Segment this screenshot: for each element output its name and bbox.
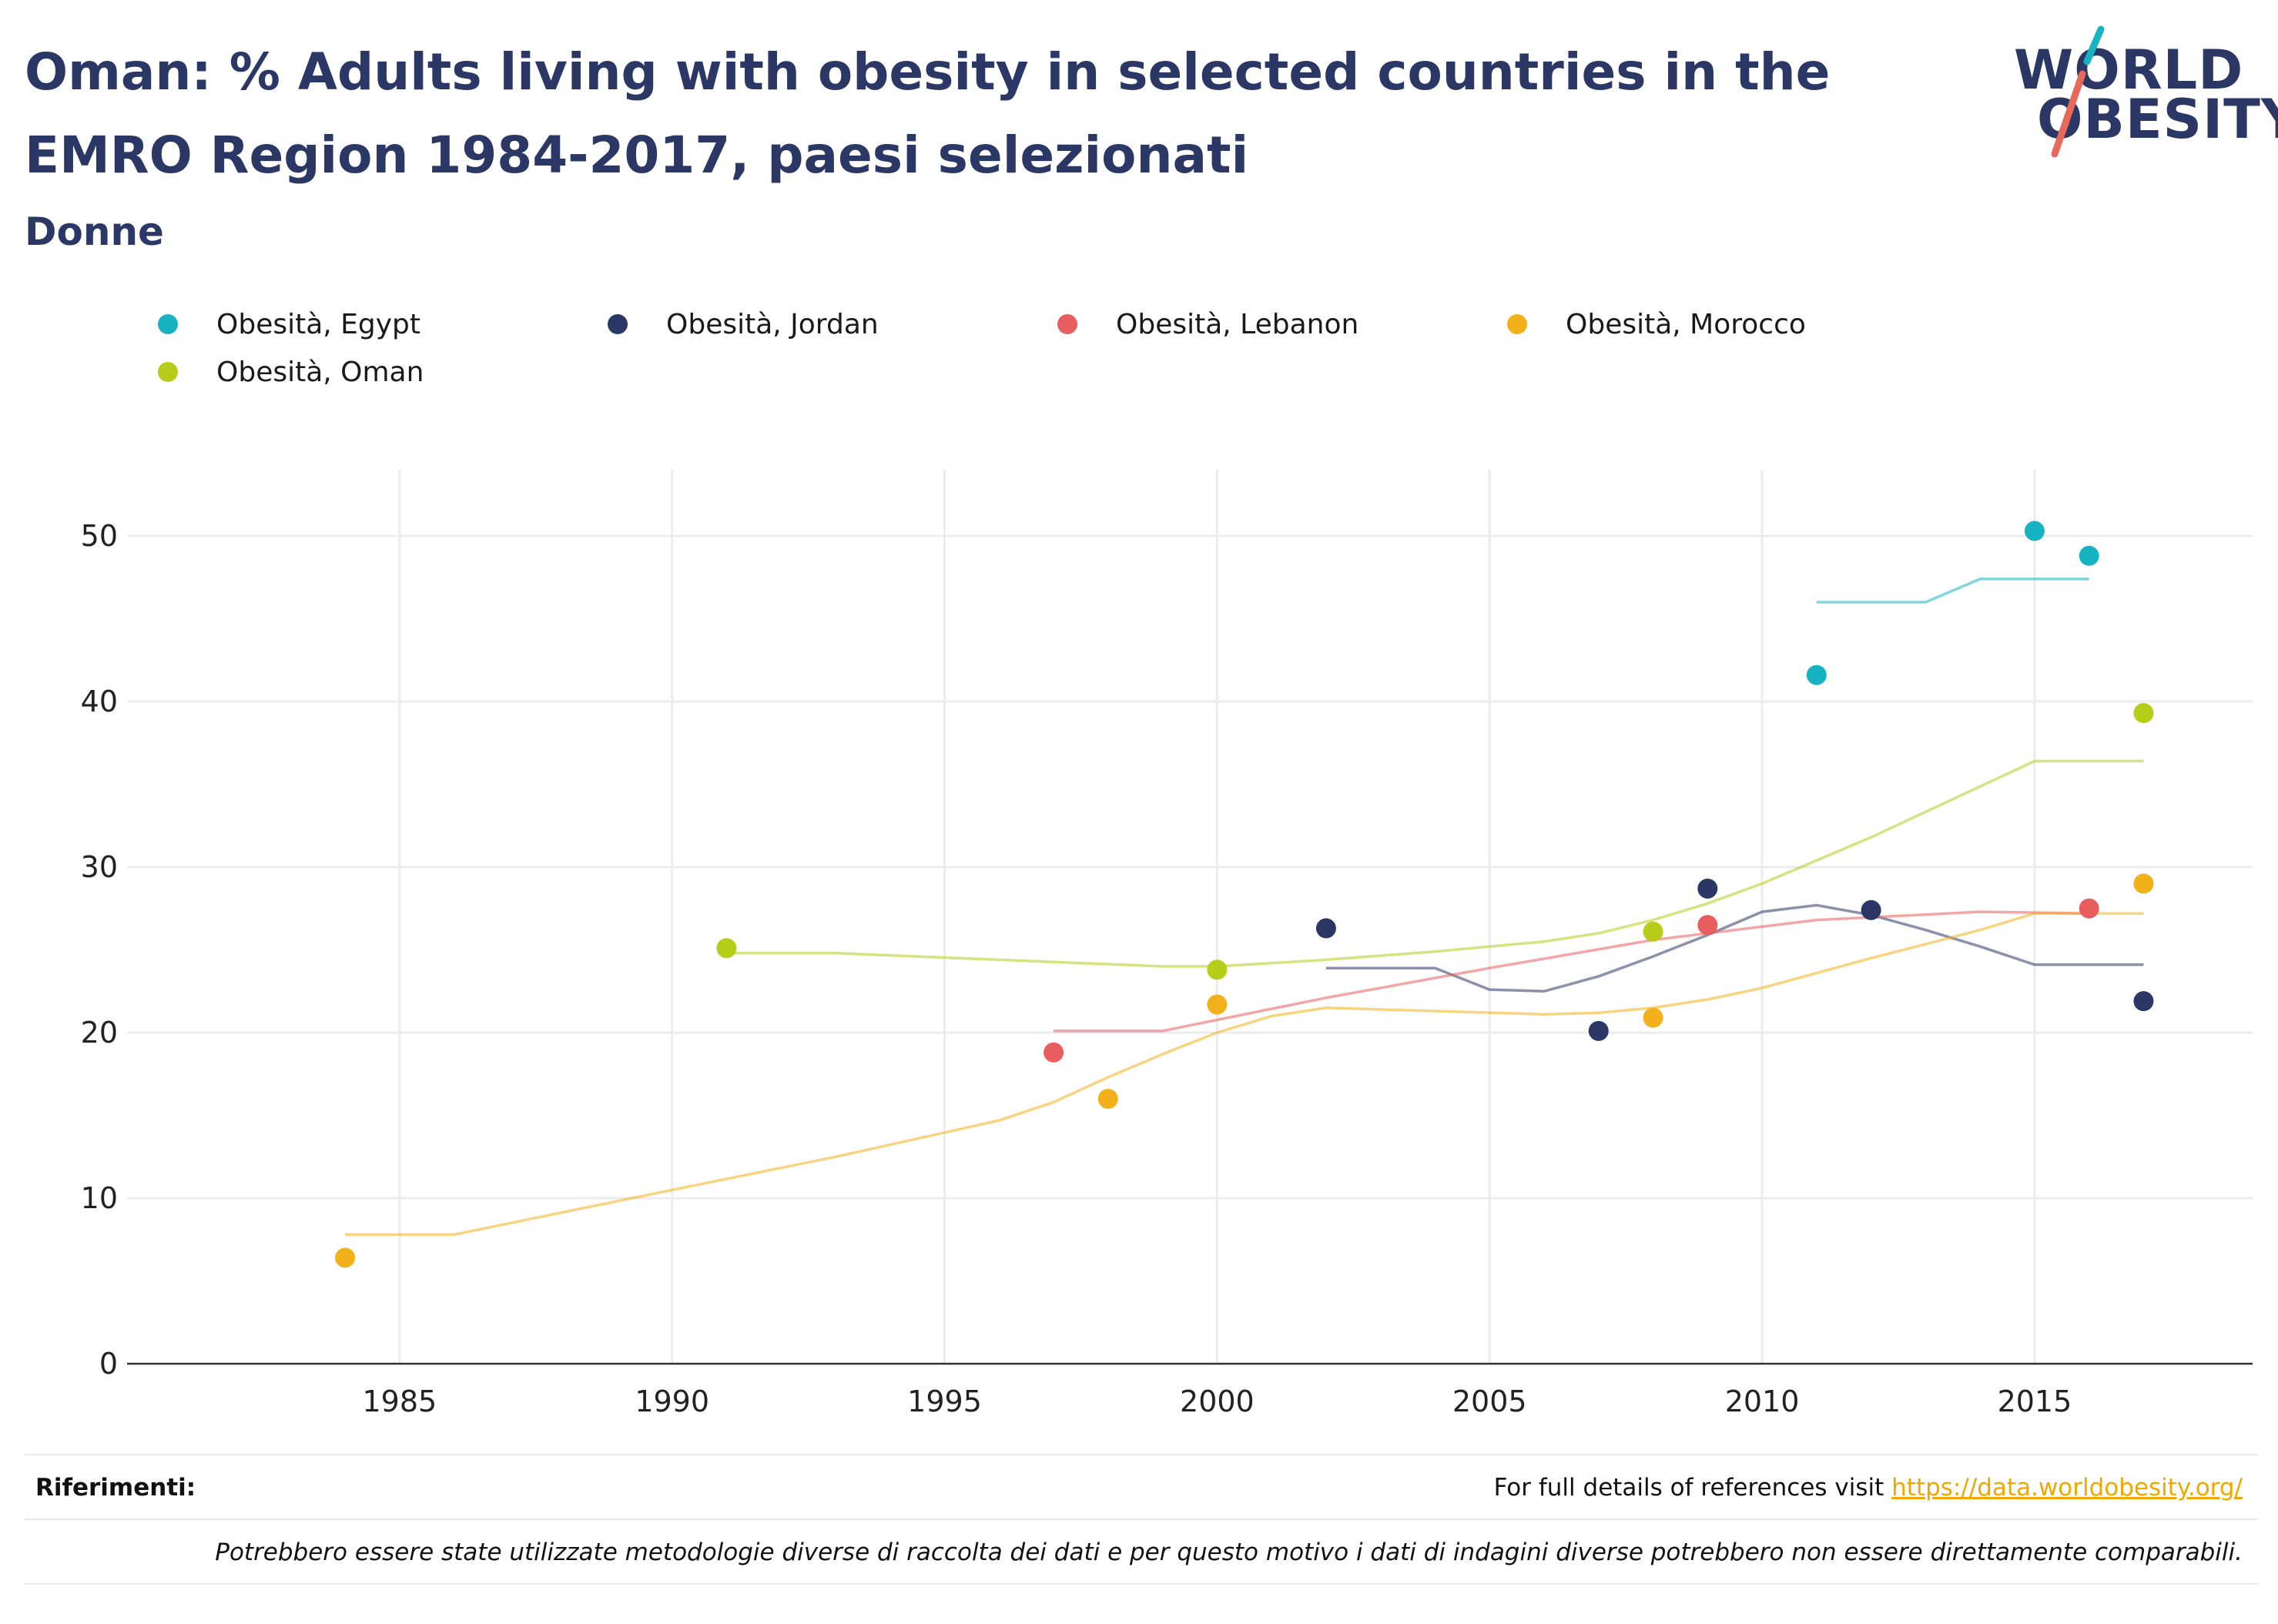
trend-line-jordan [1325,903,2144,993]
references-label: Riferimenti: [35,1474,196,1502]
world-obesity-logo: WORLD OBESITY [2002,22,2278,168]
data-point-oman[interactable] [2133,703,2154,724]
data-point-morocco[interactable] [1643,1007,1663,1028]
legend-dot-jordan [608,314,628,334]
trend-line-oman [726,759,2144,968]
legend-dot-oman [158,362,178,382]
chart-axes: 1985 1990 1995 2000 2005 2010 2015 0 10 20 30 40 50 [81,519,2253,1418]
data-point-oman[interactable] [716,938,737,959]
x-tick-label: 1990 [635,1385,709,1418]
trend-line-morocco [345,912,2144,1237]
x-tick-label: 2005 [1452,1385,1527,1418]
legend-label-oman: Obesità, Oman [216,356,424,388]
chart-title: Oman: % Adults living with obesity in se… [25,42,1831,185]
x-tick-label: 1985 [362,1385,437,1418]
data-point-morocco[interactable] [1207,994,1228,1015]
data-point-egypt[interactable] [2079,545,2099,566]
y-tick-label: 10 [81,1181,118,1215]
legend-dot-lebanon [1057,314,1077,334]
legend-item-jordan[interactable]: Obesità, Jordan [608,305,879,343]
legend-item-morocco[interactable]: Obesità, Morocco [1507,305,1806,343]
data-point-morocco[interactable] [335,1247,356,1268]
data-point-jordan[interactable] [1861,899,1881,920]
y-tick-label: 50 [81,519,118,553]
legend-label-jordan: Obesità, Jordan [666,308,879,340]
methodology-note: Potrebbero essere state utilizzate metod… [215,1539,2243,1566]
y-tick-label: 0 [99,1347,118,1381]
chart-grid [127,470,2253,1364]
trend-line-lebanon [1054,910,2089,1033]
trend-line-egypt [1816,578,2089,604]
legend-item-lebanon[interactable]: Obesità, Lebanon [1057,305,1358,343]
y-tick-label: 20 [81,1016,118,1050]
chart-trend-lines [345,578,2144,1237]
references-link[interactable]: https://data.worldobesity.org/ [1891,1474,2243,1502]
footer-divider-middle [25,1519,2258,1520]
x-tick-label: 2015 [1998,1385,2072,1418]
logo-line-2: OBESITY [2037,88,2278,151]
legend-label-egypt: Obesità, Egypt [216,308,421,340]
data-point-egypt[interactable] [2024,521,2045,541]
data-point-jordan[interactable] [1315,918,1336,939]
data-point-morocco[interactable] [1097,1089,1118,1109]
data-point-lebanon[interactable] [2079,898,2099,919]
logo-slash-icon [2051,25,2105,158]
references-prefix: For full details of references visit [1493,1474,1892,1502]
x-tick-label: 2010 [1725,1385,1800,1418]
data-point-jordan[interactable] [1697,878,1718,899]
legend-dot-egypt [158,314,178,334]
legend-label-lebanon: Obesità, Lebanon [1116,308,1359,340]
data-point-lebanon[interactable] [1044,1042,1064,1063]
legend-item-oman[interactable]: Obesità, Oman [158,353,424,391]
references-text: For full details of references visit htt… [1494,1474,2243,1502]
footer-divider-top [25,1454,2258,1455]
data-point-oman[interactable] [1643,921,1663,942]
data-point-morocco[interactable] [2133,873,2154,894]
x-tick-label: 2000 [1180,1385,1255,1418]
y-tick-label: 40 [81,685,118,718]
chart-points [335,521,2154,1268]
chart-plot-area: 1985 1990 1995 2000 2005 2010 2015 0 10 20 30 40 50 [81,470,2253,1418]
x-tick-label: 1995 [907,1385,982,1418]
footer-divider-bottom [25,1583,2258,1585]
logo-line-1: WORLD [2014,39,2244,102]
legend-item-egypt[interactable]: Obesità, Egypt [158,305,420,343]
legend-dot-morocco [1507,314,1527,334]
data-point-oman[interactable] [1207,959,1228,980]
legend-label-morocco: Obesità, Morocco [1566,308,1806,340]
data-point-egypt[interactable] [1806,665,1827,685]
chart-legend: Obesità, Egypt Obesità, Jordan Obesità, … [158,305,2006,413]
chart-subtitle: Donne [25,209,164,254]
data-point-jordan[interactable] [2133,991,2154,1012]
y-tick-label: 30 [81,850,118,884]
data-point-lebanon[interactable] [1697,915,1718,936]
data-point-jordan[interactable] [1588,1020,1609,1041]
